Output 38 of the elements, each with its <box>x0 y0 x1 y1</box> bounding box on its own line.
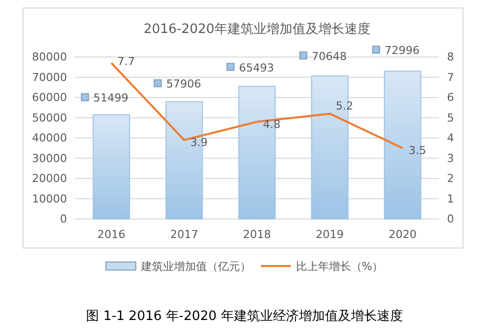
y2-tick-label: 7 <box>447 70 454 84</box>
y-tick-label: 10000 <box>32 192 67 206</box>
y-tick-label: 30000 <box>32 152 67 165</box>
y2-tick-label: 6 <box>447 91 454 104</box>
y-tick-label: 80000 <box>32 50 67 64</box>
data-label: 72996 <box>384 44 420 58</box>
data-label: 3.9 <box>190 136 208 150</box>
data-label: 4.8 <box>263 118 280 131</box>
data-label: 3.5 <box>408 144 426 158</box>
x-tick-label: 2020 <box>388 228 417 241</box>
data-label: 51499 <box>93 92 128 105</box>
y2-tick-label: 1 <box>447 192 454 206</box>
data-label: 5.2 <box>336 100 354 113</box>
chart-title: 2016-2020年建筑业增加值及增长速度 <box>144 21 370 37</box>
y-tick-label: 50000 <box>32 111 67 124</box>
x-tick-label: 2017 <box>170 228 198 241</box>
data-label: 65493 <box>239 61 274 74</box>
y-tick-label: 70000 <box>32 70 67 84</box>
x-tick-label: 2019 <box>316 228 344 241</box>
x-tick-label: 2018 <box>243 228 271 241</box>
y2-tick-label: 5 <box>447 111 454 124</box>
legend-label: 建筑业增加值（亿元） <box>140 260 251 273</box>
caption: 图 1-1 2016 年-2020 年建筑业经济增加值及增长速度 <box>86 308 403 324</box>
y2-tick-label: 8 <box>447 50 454 64</box>
y-tick-label: 20000 <box>32 172 67 186</box>
data-label: 7.7 <box>117 55 135 68</box>
y-tick-label: 60000 <box>32 91 67 104</box>
y2-tick-label: 4 <box>447 132 454 145</box>
bar <box>92 114 130 220</box>
x-tick-label: 2016 <box>97 228 126 241</box>
y-tick-label: 40000 <box>32 132 67 145</box>
y2-tick-label: 3 <box>447 152 454 165</box>
legend-label: 比上年增长（%） <box>296 260 384 273</box>
data-label: 70648 <box>312 50 347 63</box>
data-label: 57906 <box>166 78 202 91</box>
y-tick-label: 0 <box>60 212 67 226</box>
y2-tick-label: 0 <box>447 212 454 226</box>
y2-tick-label: 2 <box>447 172 454 186</box>
